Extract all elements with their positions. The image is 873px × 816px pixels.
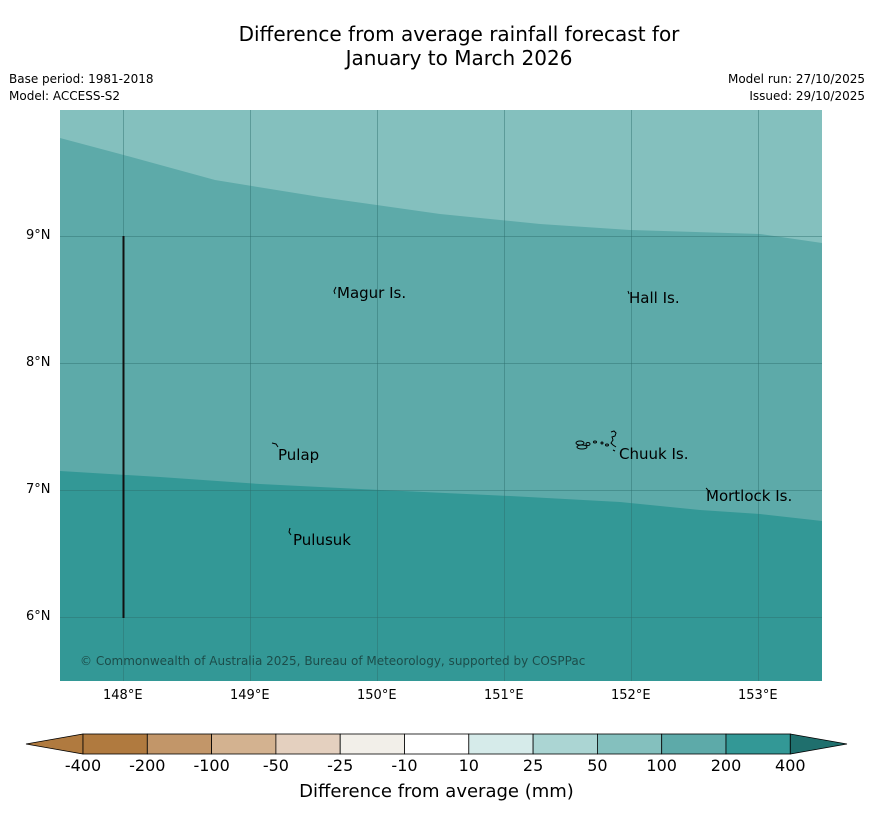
colorbar-tick-label: -400 [64, 756, 102, 775]
chuuk-lagoon-islands [575, 430, 617, 452]
lat-label-9: 9°N [26, 228, 51, 243]
rainfall-map[interactable] [60, 110, 822, 681]
colorbar-tick-label: 10 [458, 756, 479, 775]
colorbar-tick-label: -100 [193, 756, 230, 775]
lon-label-153: 153°E [738, 688, 778, 703]
mortlock-island-shape [705, 487, 709, 491]
colorbar-extend-low [25, 733, 84, 755]
colorbar-segment-9 [661, 733, 727, 755]
colorbar-segment-6 [468, 733, 534, 755]
issued-date: Issued: 29/10/2025 [749, 89, 865, 103]
copyright-notice: © Commonwealth of Australia 2025, Bureau… [80, 654, 586, 668]
lon-label-152: 152°E [611, 688, 651, 703]
colorbar-segment-2 [211, 733, 277, 755]
colorbar-segment-10 [725, 733, 791, 755]
place-pulap[interactable]: Pulap [278, 446, 320, 464]
colorbar-tick-label: 25 [522, 756, 544, 775]
colorbar-tick-label: 50 [587, 756, 608, 775]
lon-label-150: 150°E [357, 688, 397, 703]
colorbar-segment-8 [597, 733, 663, 755]
model-info: Base period: 1981-2018 Model: ACCESS-S2 [9, 71, 154, 105]
hall-island-shape [627, 290, 630, 295]
colorbar-segment-3 [275, 733, 341, 755]
colorbar-segment-7 [532, 733, 598, 755]
base-period: Base period: 1981-2018 [9, 72, 154, 86]
colorbar-tick-label: 400 [775, 756, 806, 775]
place-mortlock[interactable]: Mortlock Is. [706, 487, 793, 505]
model-name: Model: ACCESS-S2 [9, 89, 121, 103]
title-line-2: January to March 2026 [345, 46, 573, 70]
lat-label-8: 8°N [26, 355, 51, 370]
colorbar-segment-4 [339, 733, 405, 755]
colorbar-tick-label: -50 [262, 756, 289, 775]
colorbar-extend-high [789, 733, 848, 755]
colorbar-tick-label: 100 [646, 756, 677, 775]
band-200-400 [60, 471, 822, 681]
colorbar-tick-label: 200 [710, 756, 742, 775]
place-chuuk[interactable]: Chuuk Is. [619, 445, 689, 463]
colorbar-tick-label: -10 [391, 756, 418, 775]
pulap-island-shape [271, 442, 279, 448]
lon-label-151: 151°E [484, 688, 524, 703]
colorbar [25, 733, 848, 755]
lat-label-6: 6°N [26, 609, 51, 624]
colorbar-tick-label: -200 [129, 756, 166, 775]
pulusuk-island-shape [288, 527, 292, 536]
place-magur[interactable]: Magur Is. [337, 284, 407, 302]
map-canvas [60, 110, 822, 681]
colorbar-segment-5 [404, 733, 470, 755]
chart-title: Difference from average rainfall forecas… [0, 22, 873, 70]
lon-label-149: 149°E [230, 688, 270, 703]
place-hall[interactable]: Hall Is. [629, 289, 680, 307]
colorbar-segment-0 [82, 733, 148, 755]
place-pulusuk[interactable]: Pulusuk [293, 531, 351, 549]
run-info: Model run: 27/10/2025 Issued: 29/10/2025 [728, 71, 865, 105]
lon-label-148: 148°E [103, 688, 143, 703]
magur-island-shape [333, 286, 337, 295]
colorbar-segment-1 [146, 733, 213, 755]
colorbar-title: Difference from average (mm) [299, 781, 574, 802]
island-outlines [271, 286, 709, 536]
graticule [60, 110, 822, 681]
model-run-date: Model run: 27/10/2025 [727, 72, 865, 86]
colorbar-tick-label: -25 [327, 756, 354, 775]
title-line-1: Difference from average rainfall forecas… [238, 22, 680, 46]
lat-label-7: 7°N [26, 482, 51, 497]
